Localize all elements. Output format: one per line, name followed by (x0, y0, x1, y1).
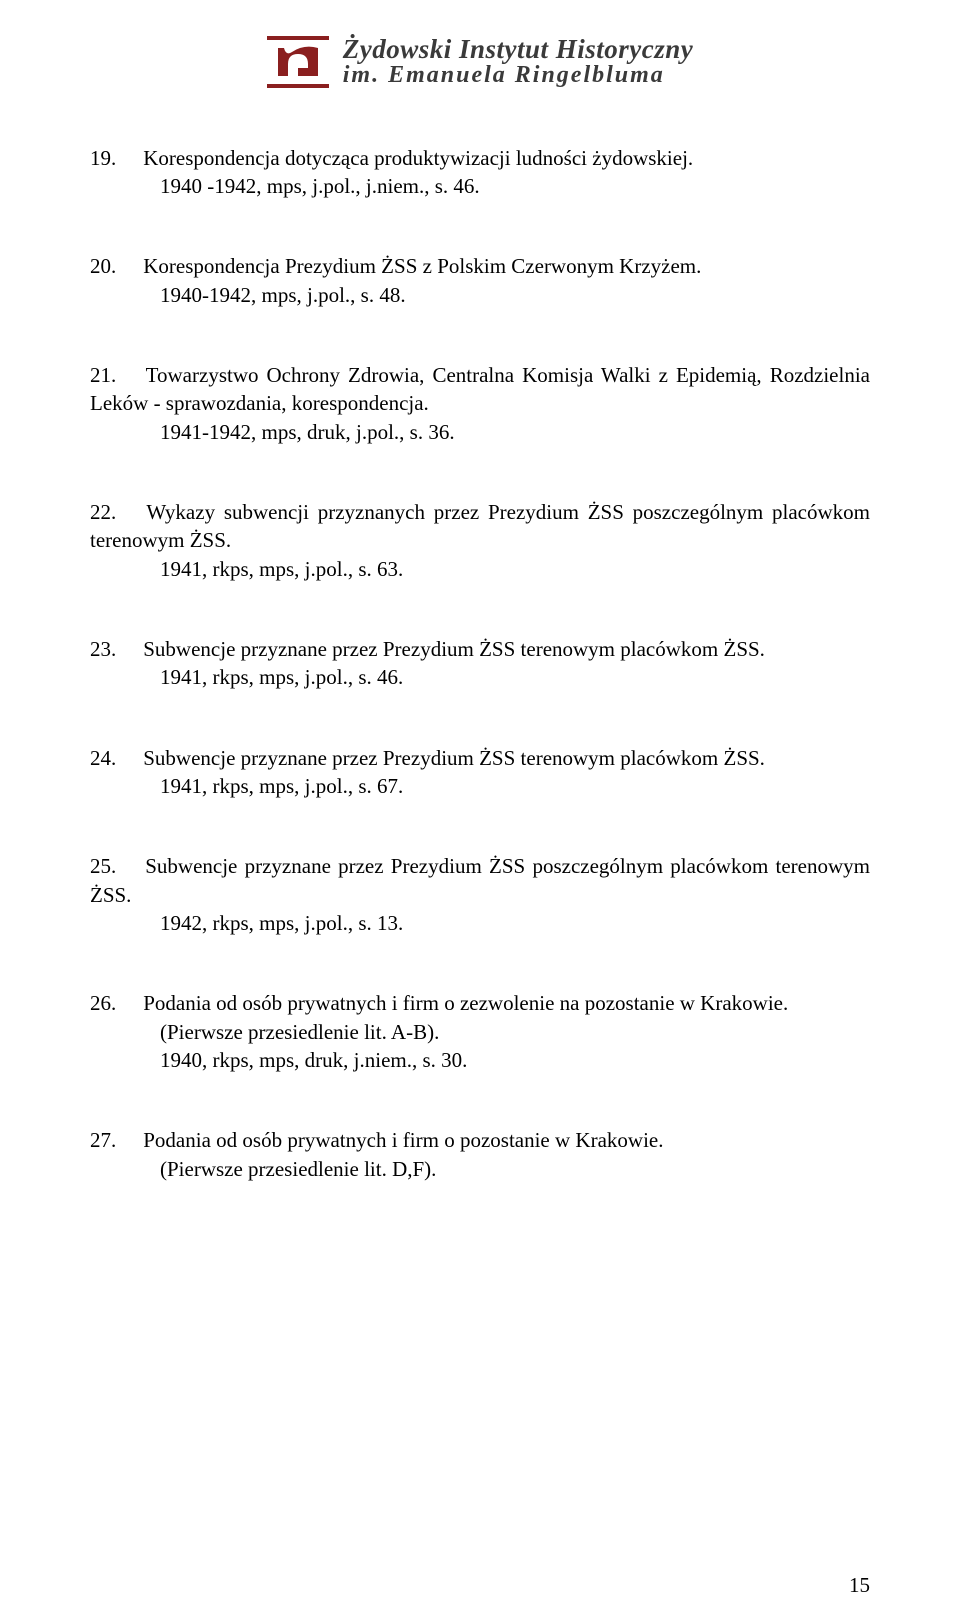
entry-number: 26. (90, 989, 138, 1017)
entry-title: Subwencje przyznane przez Prezydium ŻSS … (143, 746, 765, 770)
entry-title-line: 26. Podania od osób prywatnych i firm o … (90, 989, 870, 1017)
entry-title-line: 25. Subwencje przyznane przez Prezydium … (90, 852, 870, 909)
entry: 26. Podania od osób prywatnych i firm o … (90, 989, 870, 1074)
entry-detail: 1941, rkps, mps, j.pol., s. 67. (90, 772, 870, 800)
entry-title: Subwencje przyznane przez Prezydium ŻSS … (90, 854, 870, 906)
entry-title: Podania od osób prywatnych i firm o zezw… (143, 991, 788, 1015)
entry-title: Subwencje przyznane przez Prezydium ŻSS … (143, 637, 765, 661)
entry: 25. Subwencje przyznane przez Prezydium … (90, 852, 870, 937)
entry-number: 22. (90, 498, 138, 526)
page-number: 15 (849, 1573, 870, 1598)
entry-detail-2: 1940, rkps, mps, druk, j.niem., s. 30. (90, 1046, 870, 1074)
entry: 21. Towarzystwo Ochrony Zdrowia, Central… (90, 361, 870, 446)
entry-title: Towarzystwo Ochrony Zdrowia, Centralna K… (90, 363, 870, 415)
entry-title-line: 20. Korespondencja Prezydium ŻSS z Polsk… (90, 252, 870, 280)
entry: 27. Podania od osób prywatnych i firm o … (90, 1126, 870, 1183)
entry: 22. Wykazy subwencji przyznanych przez P… (90, 498, 870, 583)
entry-number: 20. (90, 252, 138, 280)
entry-detail: (Pierwsze przesiedlenie lit. A-B). (90, 1018, 870, 1046)
entry-number: 23. (90, 635, 138, 663)
entry-title-line: 27. Podania od osób prywatnych i firm o … (90, 1126, 870, 1154)
entry-number: 24. (90, 744, 138, 772)
entry: 24. Subwencje przyznane przez Prezydium … (90, 744, 870, 801)
entry-title: Wykazy subwencji przyznanych przez Prezy… (90, 500, 870, 552)
entry-detail: 1941, rkps, mps, j.pol., s. 46. (90, 663, 870, 691)
entry-number: 27. (90, 1126, 138, 1154)
entry-title: Korespondencja dotycząca produktywizacji… (143, 146, 693, 170)
header-logo: Żydowski Instytut Historyczny im. Emanue… (90, 35, 870, 89)
entry-title-line: 22. Wykazy subwencji przyznanych przez P… (90, 498, 870, 555)
entry-title-line: 24. Subwencje przyznane przez Prezydium … (90, 744, 870, 772)
entry-title-line: 21. Towarzystwo Ochrony Zdrowia, Central… (90, 361, 870, 418)
logo-text: Żydowski Instytut Historyczny im. Emanue… (343, 35, 694, 89)
entry: 19. Korespondencja dotycząca produktywiz… (90, 144, 870, 201)
entry-detail: 1940-1942, mps, j.pol., s. 48. (90, 281, 870, 309)
entry-number: 21. (90, 361, 138, 389)
logo-line2: im. Emanuela Ringelbluma (343, 63, 694, 88)
logo-badge-icon (267, 36, 329, 88)
logo-line1: Żydowski Instytut Historyczny (343, 35, 694, 63)
entry-title-line: 19. Korespondencja dotycząca produktywiz… (90, 144, 870, 172)
entry-detail: 1941, rkps, mps, j.pol., s. 63. (90, 555, 870, 583)
entry-detail: 1940 -1942, mps, j.pol., j.niem., s. 46. (90, 172, 870, 200)
entry-title: Podania od osób prywatnych i firm o pozo… (143, 1128, 663, 1152)
entry-number: 19. (90, 144, 138, 172)
entry-number: 25. (90, 852, 138, 880)
entry-title: Korespondencja Prezydium ŻSS z Polskim C… (143, 254, 701, 278)
entry-detail: 1941-1942, mps, druk, j.pol., s. 36. (90, 418, 870, 446)
entry-title-line: 23. Subwencje przyznane przez Prezydium … (90, 635, 870, 663)
entry-detail: 1942, rkps, mps, j.pol., s. 13. (90, 909, 870, 937)
entry: 23. Subwencje przyznane przez Prezydium … (90, 635, 870, 692)
entry: 20. Korespondencja Prezydium ŻSS z Polsk… (90, 252, 870, 309)
entry-detail: (Pierwsze przesiedlenie lit. D,F). (90, 1155, 870, 1183)
